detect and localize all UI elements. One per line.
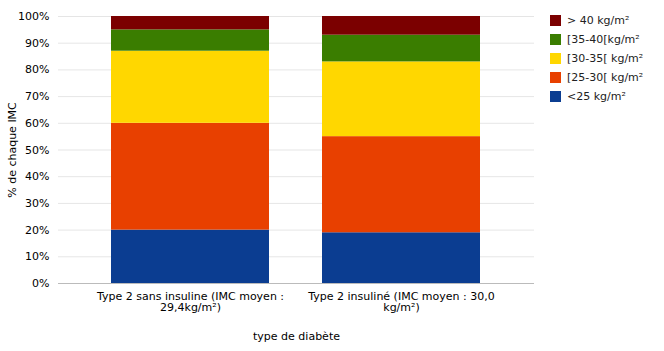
html-text:[35-40[kg/m²: [35-40[kg/m²	[567, 33, 640, 46]
svg-text:Type 2 sans insuline (IMC moye: Type 2 sans insuline (IMC moyen :29,4kg/…	[96, 290, 284, 314]
svg-text:50%: 50%	[25, 144, 49, 157]
html-text:[30-35[ kg/m²: [30-35[ kg/m²	[567, 52, 644, 65]
svg-text:70%: 70%	[25, 90, 49, 103]
svg-text:60%: 60%	[25, 117, 49, 130]
svg-text:100%: 100%	[18, 10, 49, 23]
html-text:<25 kg/m²: <25 kg/m²	[567, 90, 626, 103]
svg-text:40%: 40%	[25, 170, 49, 183]
svg-text:90%: 90%	[25, 37, 49, 50]
svg-text:Type 2 insuliné (IMC moyen : 3: Type 2 insuliné (IMC moyen : 30,0kg/m²)	[307, 290, 494, 314]
html-text:[25-30[ kg/m²: [25-30[ kg/m²	[567, 71, 644, 84]
svg-text:10%: 10%	[25, 250, 49, 263]
svg-text:80%: 80%	[25, 63, 49, 76]
svg-text:20%: 20%	[25, 224, 49, 237]
svg-text:30%: 30%	[25, 197, 49, 210]
svg-text:% de chaque IMC: % de chaque IMC	[6, 102, 19, 198]
svg-text:0%: 0%	[32, 277, 49, 290]
html-text:> 40 kg/m²: > 40 kg/m²	[567, 14, 630, 27]
svg-text:type de diabète: type de diabète	[253, 330, 340, 343]
